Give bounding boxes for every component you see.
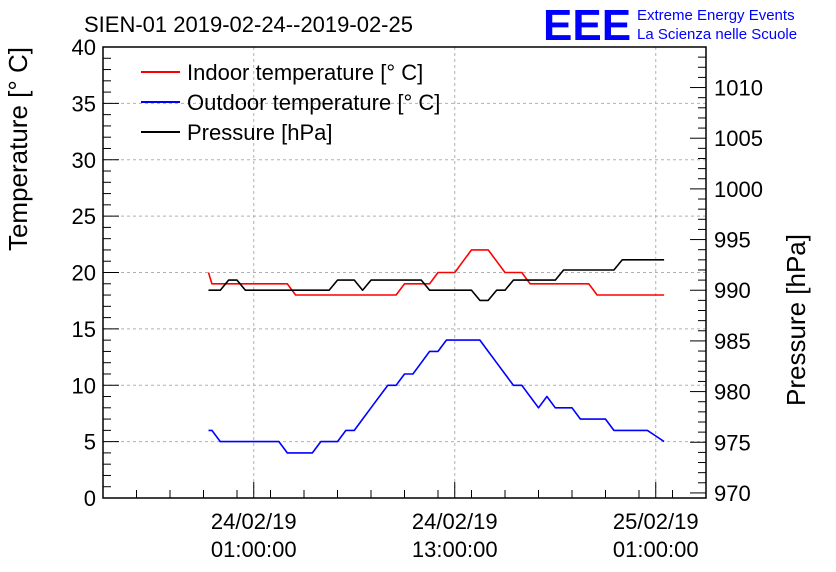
chart-title: SIEN-01 2019-02-24--2019-02-25 [84,12,413,37]
y-tick-label: 10 [72,373,96,398]
y-tick-label: 15 [72,317,96,342]
legend-label-pressure: Pressure [hPa] [187,120,333,145]
y2-tick-label: 970 [714,481,751,506]
y-tick-label: 35 [72,91,96,116]
y-tick-label: 0 [84,486,96,511]
x-tick-label-date: 24/02/19 [211,509,297,534]
y-tick-label: 5 [84,430,96,455]
series-line-0 [207,249,665,296]
y2-tick-label: 980 [714,380,751,405]
x-tick-label-date: 25/02/19 [613,509,699,534]
y-tick-label: 20 [72,261,96,286]
legend: Indoor temperature [° C] Outdoor tempera… [141,60,440,145]
series-layer [207,249,665,454]
x-tick-label-time: 01:00:00 [613,537,699,562]
y-tick-label: 30 [72,148,96,173]
grid [103,47,706,498]
series-line-1 [208,339,665,454]
brand-line-2: La Scienza nelle Scuole [637,26,797,43]
y2-tick-label: 1010 [714,76,763,101]
y-axis-title: Temperature [° C] [3,47,33,251]
brand-block: EEE Extreme Energy Events La Scienza nel… [543,1,797,50]
y2-tick-label: 1005 [714,126,763,151]
x-tick-label-time: 13:00:00 [412,537,498,562]
y-tick-label: 40 [72,35,96,60]
y2-tick-label: 1000 [714,177,763,202]
x-axis: 24/02/19 01:00:00 24/02/19 13:00:00 25/02/19… [102,482,707,562]
right-axis: 970 975 980 985 990 995 1000 1005 1010 [690,56,763,506]
legend-label-indoor: Indoor temperature [° C] [187,60,423,85]
y2-tick-label: 990 [714,278,751,303]
y2-tick-label: 985 [714,329,751,354]
y2-axis-title: Pressure [hPa] [781,234,811,406]
x-tick-label-time: 01:00:00 [211,537,297,562]
series-line-2 [208,259,665,302]
legend-label-outdoor: Outdoor temperature [° C] [187,90,440,115]
y2-tick-label: 975 [714,430,751,455]
y-tick-label: 25 [72,204,96,229]
y2-tick-label: 995 [714,228,751,253]
x-tick-label-date: 24/02/19 [412,509,498,534]
left-axis: 0 5 10 15 20 25 30 35 40 [72,35,119,511]
eee-logo: EEE [543,1,631,50]
brand-line-1: Extreme Energy Events [637,7,795,24]
